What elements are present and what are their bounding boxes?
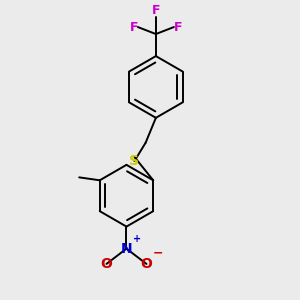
Text: F: F xyxy=(174,20,182,34)
Text: N: N xyxy=(121,242,132,256)
Text: S: S xyxy=(129,154,140,168)
Text: O: O xyxy=(100,257,112,271)
Text: O: O xyxy=(140,257,152,271)
Text: +: + xyxy=(133,234,141,244)
Text: F: F xyxy=(152,4,160,17)
Text: −: − xyxy=(152,246,163,259)
Text: F: F xyxy=(129,20,138,34)
